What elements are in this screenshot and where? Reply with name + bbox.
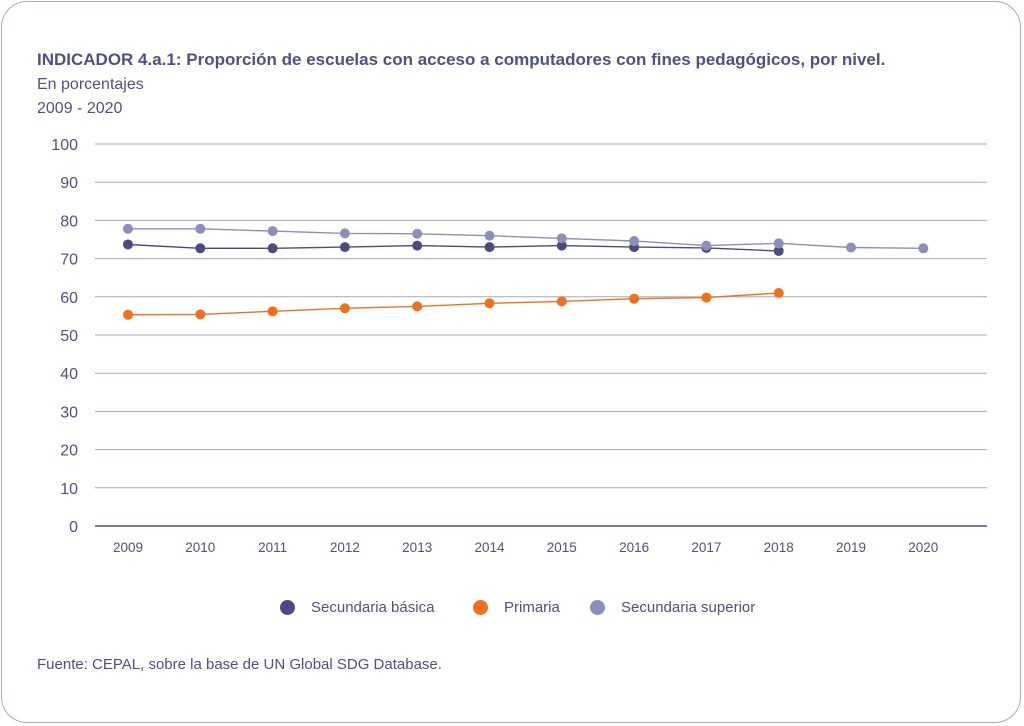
x-tick-label: 2011 xyxy=(258,540,287,555)
chart-title: INDICADOR 4.a.1: Proporción de escuelas … xyxy=(37,50,886,69)
grid-layer xyxy=(95,143,987,527)
x-tick-labels: 2009 2010 2011 2012 2013 2014 2015 2016 2017 2018… xyxy=(113,540,938,555)
legend-label-secundaria-superior: Secundaria superior xyxy=(621,599,756,616)
x-tick-label: 2012 xyxy=(330,540,360,555)
x-tick-label: 2009 xyxy=(113,540,143,555)
y-tick-label: 20 xyxy=(60,443,78,460)
point-primaria-2015 xyxy=(556,296,567,307)
point-secundaria-superior-2014 xyxy=(484,230,495,241)
series-secundaria-superior xyxy=(123,223,929,254)
x-tick-label: 2015 xyxy=(547,540,577,555)
legend-item-primaria: Primaria xyxy=(473,599,560,616)
series-layer xyxy=(123,223,929,320)
legend-label-secundaria-basica: Secundaria básica xyxy=(311,599,435,616)
point-secundaria-basica-2010 xyxy=(195,243,206,254)
x-tick-label: 2018 xyxy=(764,540,794,555)
x-tick-label: 2019 xyxy=(836,540,866,555)
point-primaria-2012 xyxy=(339,303,350,314)
point-primaria-2016 xyxy=(629,293,640,304)
point-primaria-2014 xyxy=(484,298,495,309)
series-line-primaria xyxy=(127,292,779,316)
source-note: Fuente: CEPAL, sobre la base de UN Globa… xyxy=(37,656,442,673)
x-tick-label: 2014 xyxy=(474,540,505,555)
legend-marker-secundaria-superior xyxy=(590,600,605,615)
legend: Secundaria básica Primaria Secundaria su… xyxy=(0,599,1024,623)
legend-item-secundaria-basica: Secundaria básica xyxy=(280,599,434,616)
y-tick-label: 50 xyxy=(60,328,78,345)
chart-period: 2009 - 2020 xyxy=(37,100,123,117)
point-primaria-2010 xyxy=(195,309,206,320)
series-line-secundaria-superior xyxy=(128,228,924,249)
point-secundaria-basica-2013 xyxy=(412,240,423,251)
point-secundaria-superior-2020 xyxy=(918,243,929,254)
point-primaria-2011 xyxy=(267,306,278,317)
y-tick-label: 90 xyxy=(60,175,78,192)
point-secundaria-superior-2012 xyxy=(339,228,350,239)
point-primaria-2009 xyxy=(123,309,133,320)
point-secundaria-superior-2015 xyxy=(556,233,567,244)
y-tick-label: 0 xyxy=(69,519,78,536)
point-secundaria-superior-2011 xyxy=(267,226,278,237)
x-tick-label: 2013 xyxy=(402,540,432,555)
point-secundaria-basica-2009 xyxy=(123,239,133,250)
x-tick-label: 2010 xyxy=(185,540,215,555)
point-secundaria-superior-2016 xyxy=(629,236,640,247)
x-tick-label: 2020 xyxy=(908,540,938,555)
point-secundaria-basica-2012 xyxy=(339,242,350,253)
point-secundaria-superior-2009 xyxy=(123,223,133,234)
point-secundaria-basica-2014 xyxy=(484,242,495,253)
series-line-secundaria-basica xyxy=(127,243,779,252)
point-secundaria-superior-2010 xyxy=(195,223,206,234)
x-tick-label: 2016 xyxy=(619,540,649,555)
point-secundaria-superior-2017 xyxy=(701,240,712,251)
point-secundaria-basica-2011 xyxy=(267,243,278,254)
y-tick-label: 10 xyxy=(60,481,78,498)
point-secundaria-basica-2018 xyxy=(773,245,784,256)
chart-subtitle: En porcentajes xyxy=(37,76,144,93)
y-tick-label: 60 xyxy=(60,290,78,307)
y-tick-label: 70 xyxy=(60,252,78,269)
legend-item-secundaria-superior: Secundaria superior xyxy=(590,599,755,616)
series-primaria xyxy=(123,287,784,320)
point-primaria-2018 xyxy=(773,287,784,298)
x-tick-label: 2017 xyxy=(691,540,721,555)
y-tick-label: 40 xyxy=(60,366,78,383)
point-secundaria-superior-2018 xyxy=(773,238,784,249)
y-tick-label: 30 xyxy=(60,404,78,421)
point-secundaria-basica-2015 xyxy=(556,240,567,251)
series-secundaria-basica xyxy=(123,239,784,256)
y-tick-label: 100 xyxy=(51,137,78,154)
point-primaria-2017 xyxy=(701,292,712,303)
legend-label-primaria: Primaria xyxy=(504,599,560,616)
point-secundaria-superior-2019 xyxy=(846,242,856,253)
point-secundaria-superior-2013 xyxy=(412,228,423,239)
legend-marker-secundaria-basica xyxy=(280,600,295,615)
y-tick-label: 80 xyxy=(60,213,78,230)
legend-marker-primaria xyxy=(473,600,488,615)
point-primaria-2013 xyxy=(412,301,423,312)
